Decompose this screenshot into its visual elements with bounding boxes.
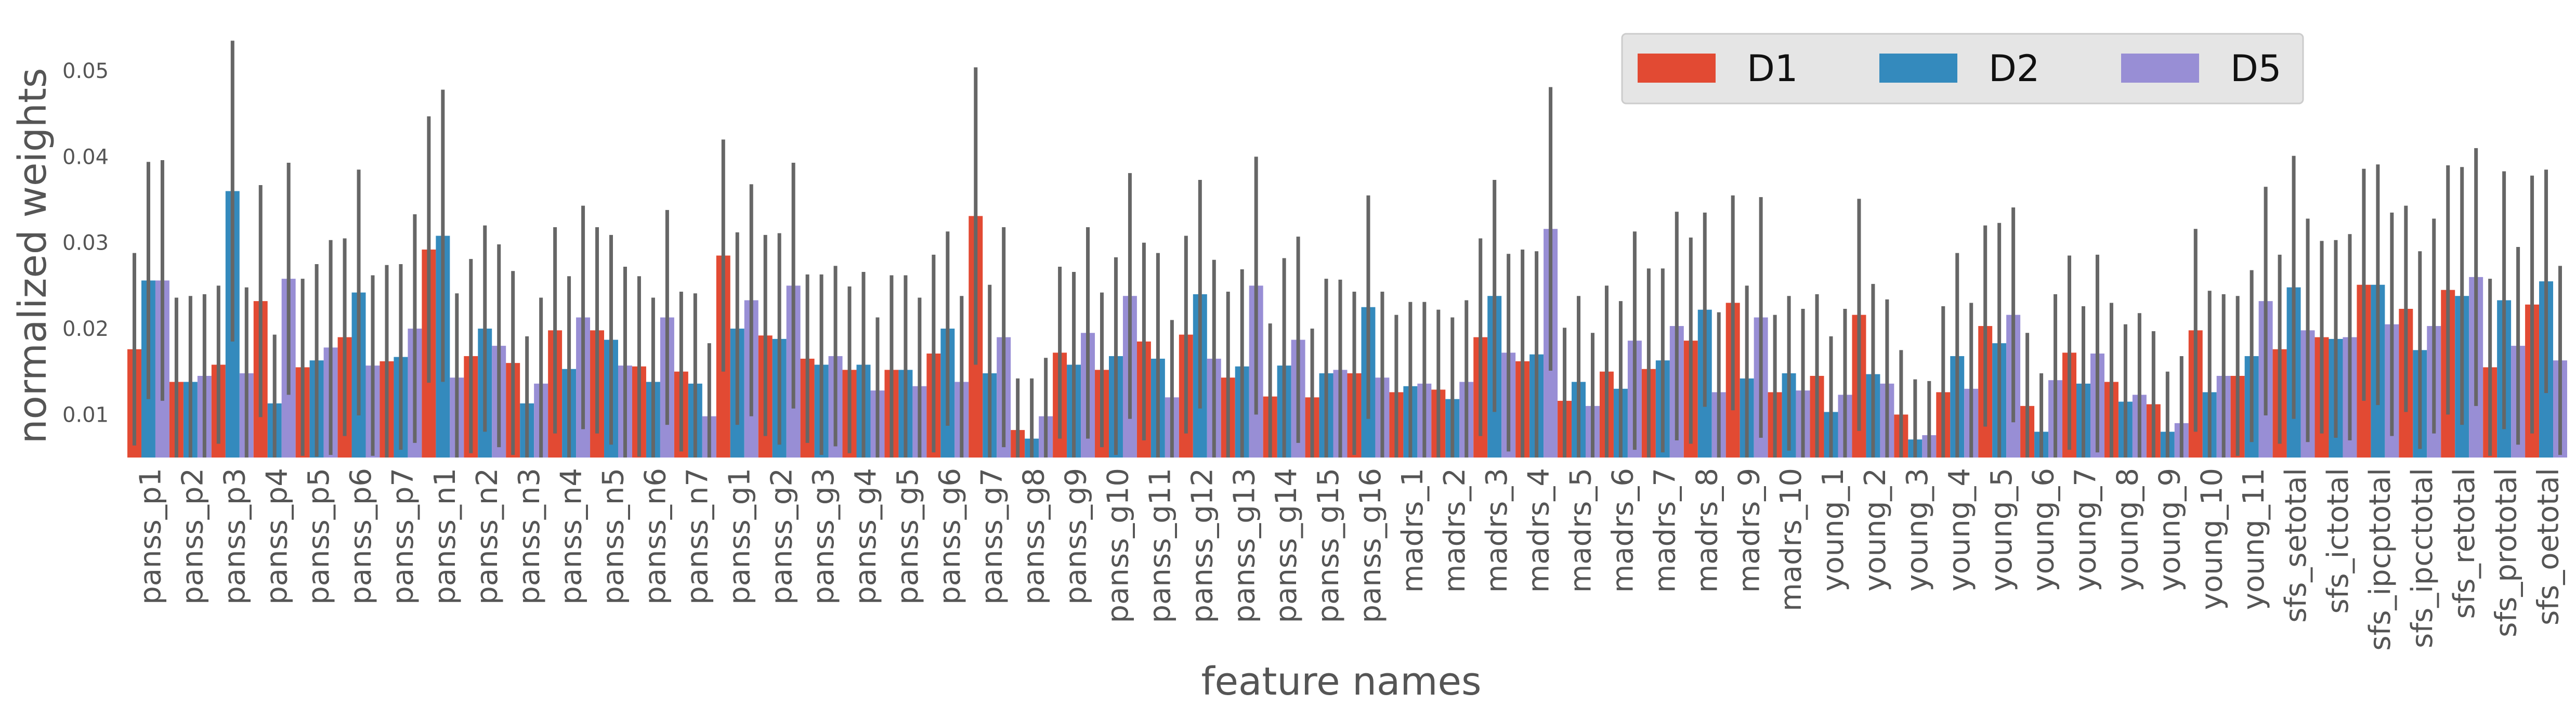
x-tick-label: panss_n3 (513, 468, 546, 605)
x-axis-ticks: panss_p1 panss_p2 panss_p3 panss_p4 panss_p5… (134, 468, 2566, 651)
x-tick-label: sfs_ipcctotal (2405, 468, 2439, 648)
x-tick-label: panss_g4 (849, 468, 883, 605)
x-tick-label: sfs_ictotal (2321, 468, 2355, 613)
x-tick-label: sfs_ipcptotal (2363, 468, 2397, 651)
x-tick-label: panss_g15 (1312, 468, 1345, 623)
x-tick-label: panss_p1 (134, 468, 168, 605)
x-tick-label: madrs_1 (1396, 468, 1430, 593)
x-tick-label: panss_g6 (933, 468, 967, 605)
x-tick-label: young_6 (2027, 468, 2061, 592)
y-tick-label: 0.01 (62, 403, 109, 427)
x-tick-label: young_9 (2153, 468, 2187, 592)
legend-frame (1621, 33, 2304, 105)
x-tick-label: panss_g3 (807, 468, 841, 605)
x-tick-label: young_8 (2111, 468, 2145, 592)
x-tick-label: panss_n5 (597, 468, 631, 605)
x-tick-label: panss_p3 (218, 468, 252, 605)
x-tick-label: panss_g12 (1185, 468, 1219, 623)
y-tick-label: 0.04 (62, 145, 109, 169)
x-tick-label: panss_g1 (723, 468, 756, 605)
x-tick-label: panss_g9 (1060, 468, 1093, 605)
x-tick-label: panss_g14 (1270, 468, 1303, 623)
x-tick-label: young_3 (1901, 468, 1934, 592)
x-tick-label: madrs_10 (1774, 468, 1808, 611)
bars-layer (127, 191, 2567, 458)
legend-label-d1: D1 (1747, 47, 1798, 90)
y-axis-label: normalized weights (10, 68, 55, 444)
x-tick-label: panss_g16 (1354, 468, 1388, 623)
x-tick-label: panss_g13 (1227, 468, 1261, 623)
x-tick-label: young_1 (1816, 468, 1850, 592)
x-tick-label: young_10 (2195, 468, 2229, 610)
x-tick-label: young_7 (2069, 468, 2103, 592)
x-tick-label: madrs_7 (1649, 468, 1682, 593)
x-axis-label: feature names (1201, 659, 1481, 704)
x-tick-label: madrs_8 (1690, 468, 1724, 593)
x-tick-label: panss_n1 (428, 468, 462, 605)
x-tick-label: panss_p2 (176, 468, 210, 605)
x-tick-label: panss_p7 (386, 468, 420, 605)
y-axis-ticks: 0.01 0.02 0.03 0.04 0.05 (62, 59, 109, 427)
x-tick-label: panss_n2 (470, 468, 504, 605)
x-tick-label: panss_p5 (302, 468, 336, 605)
x-tick-label: sfs_prototal (2490, 468, 2523, 637)
legend-swatch-d2 (1879, 54, 1957, 83)
x-tick-label: young_4 (1943, 468, 1977, 592)
x-tick-label: panss_p4 (260, 468, 294, 605)
legend-label-d5: D5 (2230, 47, 2281, 90)
x-tick-label: sfs_retotal (2448, 468, 2481, 619)
y-tick-label: 0.05 (62, 59, 109, 83)
x-tick-label: panss_g10 (1102, 468, 1135, 623)
x-tick-label: panss_g7 (975, 468, 1009, 605)
legend-swatch-d1 (1638, 54, 1716, 83)
x-tick-label: panss_g5 (891, 468, 925, 605)
x-tick-label: panss_n7 (681, 468, 714, 605)
x-tick-label: young_2 (1859, 468, 1892, 592)
x-tick-label: panss_g2 (765, 468, 799, 605)
x-tick-label: madrs_2 (1438, 468, 1472, 593)
x-tick-label: sfs_oetotal (2532, 468, 2566, 625)
y-tick-label: 0.03 (62, 231, 109, 255)
x-tick-label: young_11 (2237, 468, 2271, 610)
x-tick-label: madrs_3 (1480, 468, 1514, 593)
x-tick-label: panss_n4 (555, 468, 589, 605)
legend: D1 D2 D5 (1621, 33, 2304, 105)
x-tick-label: panss_n6 (639, 468, 673, 605)
x-tick-label: sfs_setotal (2279, 468, 2313, 623)
x-tick-label: panss_p6 (344, 468, 378, 605)
x-tick-label: madrs_6 (1606, 468, 1640, 593)
x-tick-label: madrs_5 (1564, 468, 1598, 593)
legend-label-d2: D2 (1989, 47, 2039, 90)
error-bars-layer (132, 41, 2562, 458)
x-tick-label: madrs_4 (1522, 468, 1556, 593)
x-tick-label: panss_g8 (1017, 468, 1051, 605)
x-tick-label: young_5 (1985, 468, 2019, 592)
x-tick-label: panss_g11 (1144, 468, 1178, 623)
legend-swatch-d5 (2121, 54, 2199, 83)
y-tick-label: 0.02 (62, 317, 109, 341)
x-tick-label: madrs_9 (1732, 468, 1766, 593)
